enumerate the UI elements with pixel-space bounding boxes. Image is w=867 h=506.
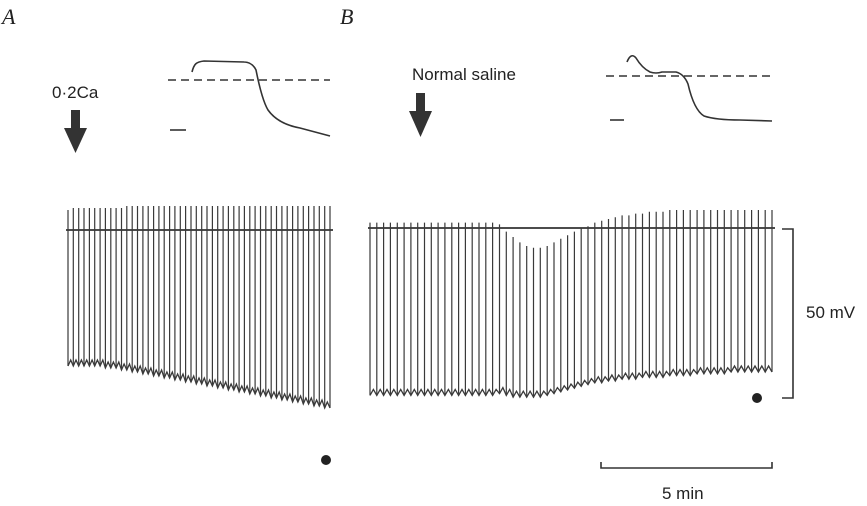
- time-scale-bar: 5 min: [600, 462, 773, 503]
- voltage-scale-bar: 50 mV: [782, 228, 856, 399]
- panel-a-spikes: [67, 206, 331, 410]
- panel-a: A 0·2Ca: [0, 4, 333, 465]
- panel-b-letter: B: [340, 4, 353, 29]
- time-scale-bracket: [600, 462, 773, 469]
- panel-b-inset-waveform: [626, 54, 773, 122]
- panel-a-arrow: [64, 110, 87, 153]
- panel-b-annotation: Normal saline: [412, 65, 516, 84]
- panel-a-marker-dot: [321, 455, 331, 465]
- panel-a-baseline-trace: [67, 358, 331, 410]
- panel-b-spikes: [369, 210, 773, 399]
- panel-b: B Normal saline: [340, 4, 775, 403]
- panel-b-arrow: [409, 93, 432, 137]
- panel-a-letter: A: [0, 4, 16, 29]
- panel-b-inset: [606, 54, 773, 122]
- panel-b-baseline-trace: [369, 364, 773, 399]
- panel-b-marker-dot: [752, 393, 762, 403]
- voltage-scale-bracket: [782, 228, 794, 399]
- panel-a-annotation: 0·2Ca: [52, 83, 99, 102]
- voltage-scale-label: 50 mV: [806, 303, 856, 322]
- time-scale-label: 5 min: [662, 484, 704, 503]
- panel-a-inset: [168, 60, 331, 137]
- panel-a-inset-waveform: [191, 60, 331, 137]
